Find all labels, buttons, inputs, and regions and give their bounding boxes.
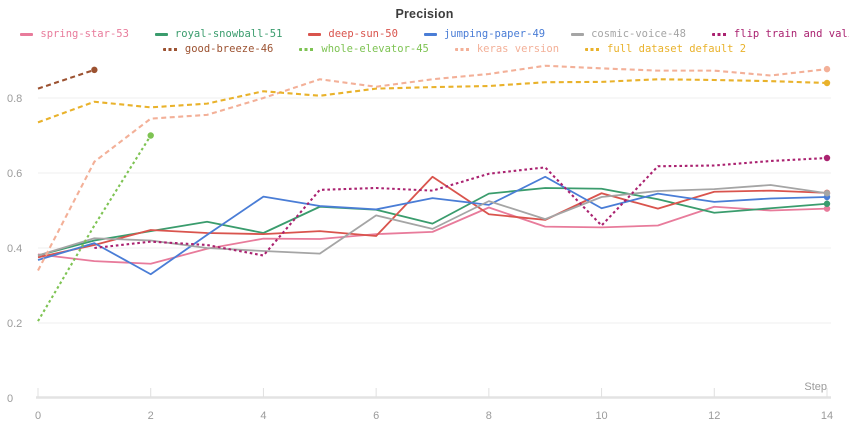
legend-swatch bbox=[585, 47, 601, 51]
legend-swatch bbox=[308, 32, 322, 36]
series-endpoint-dot-5 bbox=[823, 154, 831, 162]
series-line-6[interactable] bbox=[37, 68, 95, 90]
legend-item-label: royal-snowball-51 bbox=[174, 28, 283, 40]
legend-row-2: good-breeze-46 whole-elevator-45 keras v… bbox=[30, 42, 849, 56]
legend-swatch bbox=[423, 32, 437, 36]
legend-item-keras-version[interactable]: keras version bbox=[454, 42, 560, 56]
legend-item-label: flip train and valid sample bbox=[733, 28, 849, 40]
series-line-1[interactable] bbox=[37, 187, 828, 257]
x-tick-label: 2 bbox=[148, 410, 154, 422]
series-line-2[interactable] bbox=[37, 175, 828, 259]
legend-item-label: whole-elevator-45 bbox=[321, 43, 429, 55]
series-line-8[interactable] bbox=[37, 64, 828, 271]
legend-swatch bbox=[154, 32, 168, 36]
series-endpoint-dot-7 bbox=[147, 132, 154, 139]
legend-item-label: spring-star-53 bbox=[40, 28, 129, 40]
legend-item-label: good-breeze-46 bbox=[184, 43, 274, 55]
legend-item-full-dataset-default-2[interactable]: full dataset default 2 bbox=[585, 42, 746, 56]
legend-swatch bbox=[299, 47, 315, 51]
chart-title: Precision bbox=[395, 7, 454, 21]
series-endpoint-dot-6 bbox=[91, 66, 98, 74]
legend-item-deep-sun-50[interactable]: deep-sun-50 bbox=[308, 27, 398, 41]
y-tick-label: 0.4 bbox=[7, 243, 22, 255]
series-line-3[interactable] bbox=[37, 175, 828, 276]
x-tick-label: 10 bbox=[595, 410, 607, 422]
legend-item-label: deep-sun-50 bbox=[328, 28, 398, 40]
series-endpoint-dot-9 bbox=[823, 79, 831, 87]
legend-row-1: spring-star-53 royal-snowball-51 deep-su… bbox=[20, 27, 849, 41]
legend-swatch bbox=[162, 47, 178, 51]
legend-item-jumping-paper-49[interactable]: jumping-paper-49 bbox=[423, 27, 546, 41]
legend-item-royal-snowball-51[interactable]: royal-snowball-51 bbox=[154, 27, 283, 41]
series-line-4[interactable] bbox=[37, 184, 828, 257]
legend-swatch bbox=[711, 32, 727, 36]
series-endpoint-dot-0 bbox=[823, 205, 831, 212]
legend-swatch bbox=[454, 47, 470, 51]
legend-item-label: jumping-paper-49 bbox=[443, 28, 546, 40]
x-tick-label: 6 bbox=[373, 410, 379, 422]
series-line-0[interactable] bbox=[37, 205, 828, 265]
legend-swatch bbox=[571, 32, 585, 36]
y-tick-label: 0.8 bbox=[7, 93, 22, 105]
x-tick-label: 12 bbox=[708, 410, 720, 422]
legend-item-flip-train-and-valid-sample[interactable]: flip train and valid sample bbox=[711, 27, 849, 41]
y-tick-label: 0.6 bbox=[7, 168, 22, 180]
legend-item-whole-elevator-45[interactable]: whole-elevator-45 bbox=[299, 42, 429, 56]
legend-swatch bbox=[20, 32, 34, 36]
legend-item-good-breeze-46[interactable]: good-breeze-46 bbox=[162, 42, 274, 56]
x-tick-label: 8 bbox=[486, 410, 492, 422]
x-axis-label: Step bbox=[804, 381, 827, 393]
x-tick-label: 4 bbox=[260, 410, 266, 422]
legend-item-spring-star-53[interactable]: spring-star-53 bbox=[20, 27, 129, 41]
legend-item-label: full dataset default 2 bbox=[607, 43, 747, 55]
x-tick-label: 14 bbox=[821, 410, 833, 422]
legend-item-label: cosmic-voice-48 bbox=[591, 28, 686, 40]
x-tick-label: 0 bbox=[35, 410, 41, 422]
legend-item-label: keras version bbox=[476, 43, 560, 55]
y-tick-label: 0.2 bbox=[7, 318, 22, 330]
series-endpoint-dot-8 bbox=[823, 65, 831, 73]
legend-item-cosmic-voice-48[interactable]: cosmic-voice-48 bbox=[571, 27, 686, 41]
series-endpoint-dot-1 bbox=[823, 200, 831, 207]
y-tick-label: 0 bbox=[7, 393, 13, 405]
legend: spring-star-53 royal-snowball-51 deep-su… bbox=[0, 27, 849, 56]
series-endpoint-dot-4 bbox=[823, 190, 831, 197]
series-line-9[interactable] bbox=[37, 78, 828, 124]
